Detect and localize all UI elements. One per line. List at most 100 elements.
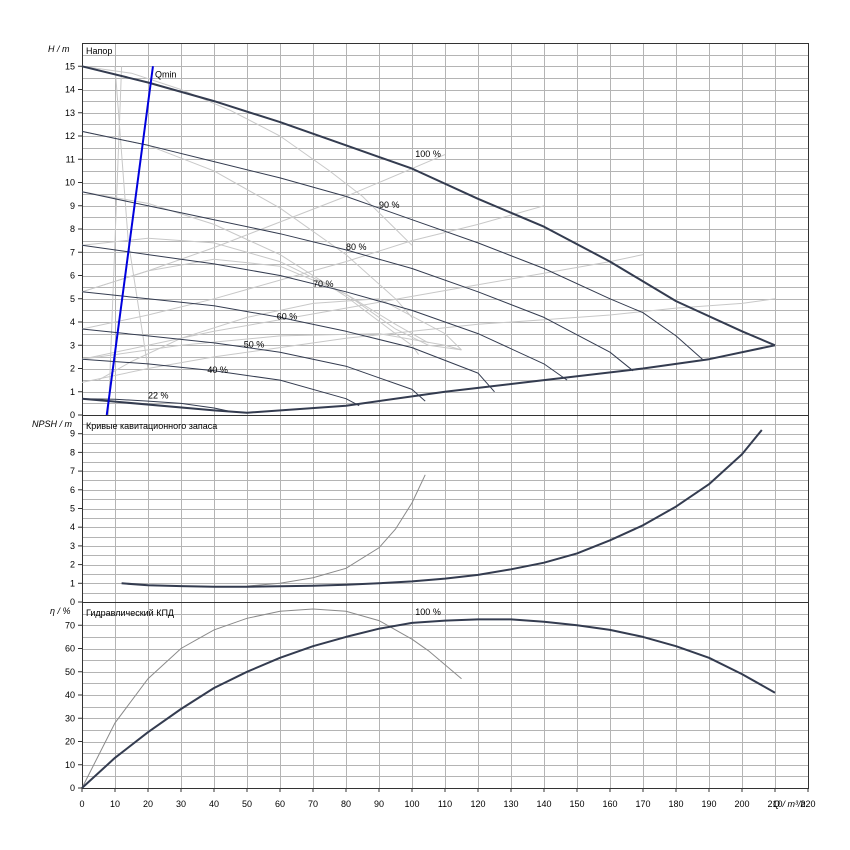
y-tick-label: 1 bbox=[70, 578, 75, 588]
panel-efficiency: 100 % 0 10 20 30 40 50 60 70 η / % Гидравлическ… bbox=[50, 602, 809, 793]
series-line bbox=[81, 358, 360, 407]
secondary-curve bbox=[81, 237, 429, 344]
series-line bbox=[81, 191, 634, 372]
y-tick-label: 30 bbox=[65, 713, 75, 723]
secondary-curve bbox=[114, 66, 149, 369]
y-tick-label: 15 bbox=[65, 61, 75, 71]
head-panel-title: Напор bbox=[86, 46, 112, 56]
secondary-curve bbox=[81, 254, 644, 360]
series-line bbox=[81, 130, 703, 360]
y-tick-label: 13 bbox=[65, 108, 75, 118]
x-tick-label: 90 bbox=[374, 799, 384, 809]
efficiency-curves bbox=[81, 618, 776, 789]
npsh-grid bbox=[82, 415, 809, 603]
y-tick-label: 0 bbox=[70, 783, 75, 793]
y-tick-label: 4 bbox=[70, 522, 75, 532]
series-line bbox=[81, 291, 495, 393]
y-tick-label: 10 bbox=[65, 178, 75, 188]
y-tick-label: 40 bbox=[65, 690, 75, 700]
secondary-curve bbox=[98, 298, 462, 381]
x-tick-label: 40 bbox=[209, 799, 219, 809]
y-tick-label: 9 bbox=[70, 429, 75, 439]
y-tick-label: 6 bbox=[70, 271, 75, 281]
x-tick-label: 170 bbox=[635, 799, 650, 809]
x-tick-label: 80 bbox=[341, 799, 351, 809]
npsh-curves bbox=[121, 429, 763, 588]
head-grid bbox=[82, 43, 809, 416]
x-tick-label: 220 bbox=[800, 799, 815, 809]
x-tick-label: 130 bbox=[503, 799, 518, 809]
x-tick-label: 60 bbox=[275, 799, 285, 809]
y-tick-label: 9 bbox=[70, 201, 75, 211]
y-tick-label: 2 bbox=[70, 560, 75, 570]
series-line bbox=[81, 344, 776, 414]
npsh-y-axis-label: NPSH / m bbox=[32, 419, 73, 429]
efficiency-panel-title: Гидравлический КПД bbox=[86, 608, 174, 618]
y-tick-label: 50 bbox=[65, 667, 75, 677]
qmin-label: Qmin bbox=[155, 69, 177, 79]
npsh-panel-title: Кривые кавитационного запаса bbox=[86, 421, 217, 431]
y-tick-label: 60 bbox=[65, 644, 75, 654]
x-tick-label: 30 bbox=[176, 799, 186, 809]
secondary-curve bbox=[246, 474, 426, 587]
series-line bbox=[121, 429, 763, 588]
y-tick-label: 2 bbox=[70, 364, 75, 374]
x-tick-label: 200 bbox=[734, 799, 749, 809]
efficiency-secondary-curves bbox=[81, 608, 462, 789]
x-tick-label: 110 bbox=[438, 799, 452, 809]
qmin-line bbox=[105, 66, 154, 416]
head-curve-labels: 100 % 90 % 80 % 70 % 60 % 50 % 40 % 22 % bbox=[148, 149, 441, 401]
secondary-curve bbox=[81, 154, 446, 293]
head-y-axis-label: H / m bbox=[48, 44, 70, 54]
y-tick-label: 20 bbox=[65, 737, 75, 747]
npsh-secondary-curves bbox=[246, 474, 426, 587]
series-label: 50 % bbox=[244, 340, 265, 350]
y-tick-label: 1 bbox=[70, 387, 75, 397]
head-curves bbox=[81, 65, 776, 414]
x-tick-label: 120 bbox=[470, 799, 485, 809]
npsh-y-ticks: 0 1 2 3 4 5 6 7 8 9 bbox=[70, 429, 82, 607]
efficiency-grid bbox=[82, 602, 809, 789]
series-line bbox=[81, 328, 426, 402]
y-tick-label: 14 bbox=[65, 85, 75, 95]
secondary-curve bbox=[81, 191, 420, 355]
y-tick-label: 0 bbox=[70, 597, 75, 607]
x-tick-label: 0 bbox=[79, 799, 84, 809]
x-tick-label: 140 bbox=[536, 799, 551, 809]
y-tick-label: 4 bbox=[70, 317, 75, 327]
y-tick-label: 10 bbox=[65, 760, 75, 770]
efficiency-y-axis-label: η / % bbox=[50, 606, 71, 616]
y-tick-label: 5 bbox=[70, 504, 75, 514]
y-tick-label: 12 bbox=[65, 131, 75, 141]
x-tick-label: 180 bbox=[668, 799, 683, 809]
x-tick-label: 10 bbox=[110, 799, 120, 809]
y-tick-label: 7 bbox=[70, 247, 75, 257]
x-axis-label: Q / m³/h bbox=[773, 799, 806, 809]
series-label: 22 % bbox=[148, 391, 169, 401]
y-tick-label: 70 bbox=[65, 620, 75, 630]
secondary-curve bbox=[81, 333, 462, 360]
x-tick-label: 70 bbox=[308, 799, 318, 809]
x-tick-label: 20 bbox=[143, 799, 153, 809]
secondary-curve bbox=[81, 298, 776, 383]
efficiency-y-ticks: 0 10 20 30 40 50 60 70 bbox=[65, 620, 82, 793]
y-tick-label: 8 bbox=[70, 224, 75, 234]
series-label: 80 % bbox=[346, 242, 367, 252]
panel-npsh: 0 1 2 3 4 5 6 7 8 9 NPSH / m Кривые кавитационног… bbox=[32, 415, 809, 607]
head-secondary-curves bbox=[81, 65, 776, 416]
secondary-curve-label: 100 % bbox=[415, 607, 441, 617]
series-line bbox=[81, 65, 776, 347]
series-label: 100 % bbox=[415, 149, 441, 159]
y-tick-label: 6 bbox=[70, 485, 75, 495]
x-tick-label: 100 bbox=[404, 799, 419, 809]
y-tick-label: 5 bbox=[70, 294, 75, 304]
series-line bbox=[81, 244, 568, 381]
series-label: 40 % bbox=[207, 365, 228, 375]
x-tick-label: 190 bbox=[701, 799, 716, 809]
series-line bbox=[81, 618, 776, 789]
series-label: 70 % bbox=[313, 279, 334, 289]
y-tick-label: 0 bbox=[70, 410, 75, 420]
x-tick-label: 160 bbox=[602, 799, 617, 809]
